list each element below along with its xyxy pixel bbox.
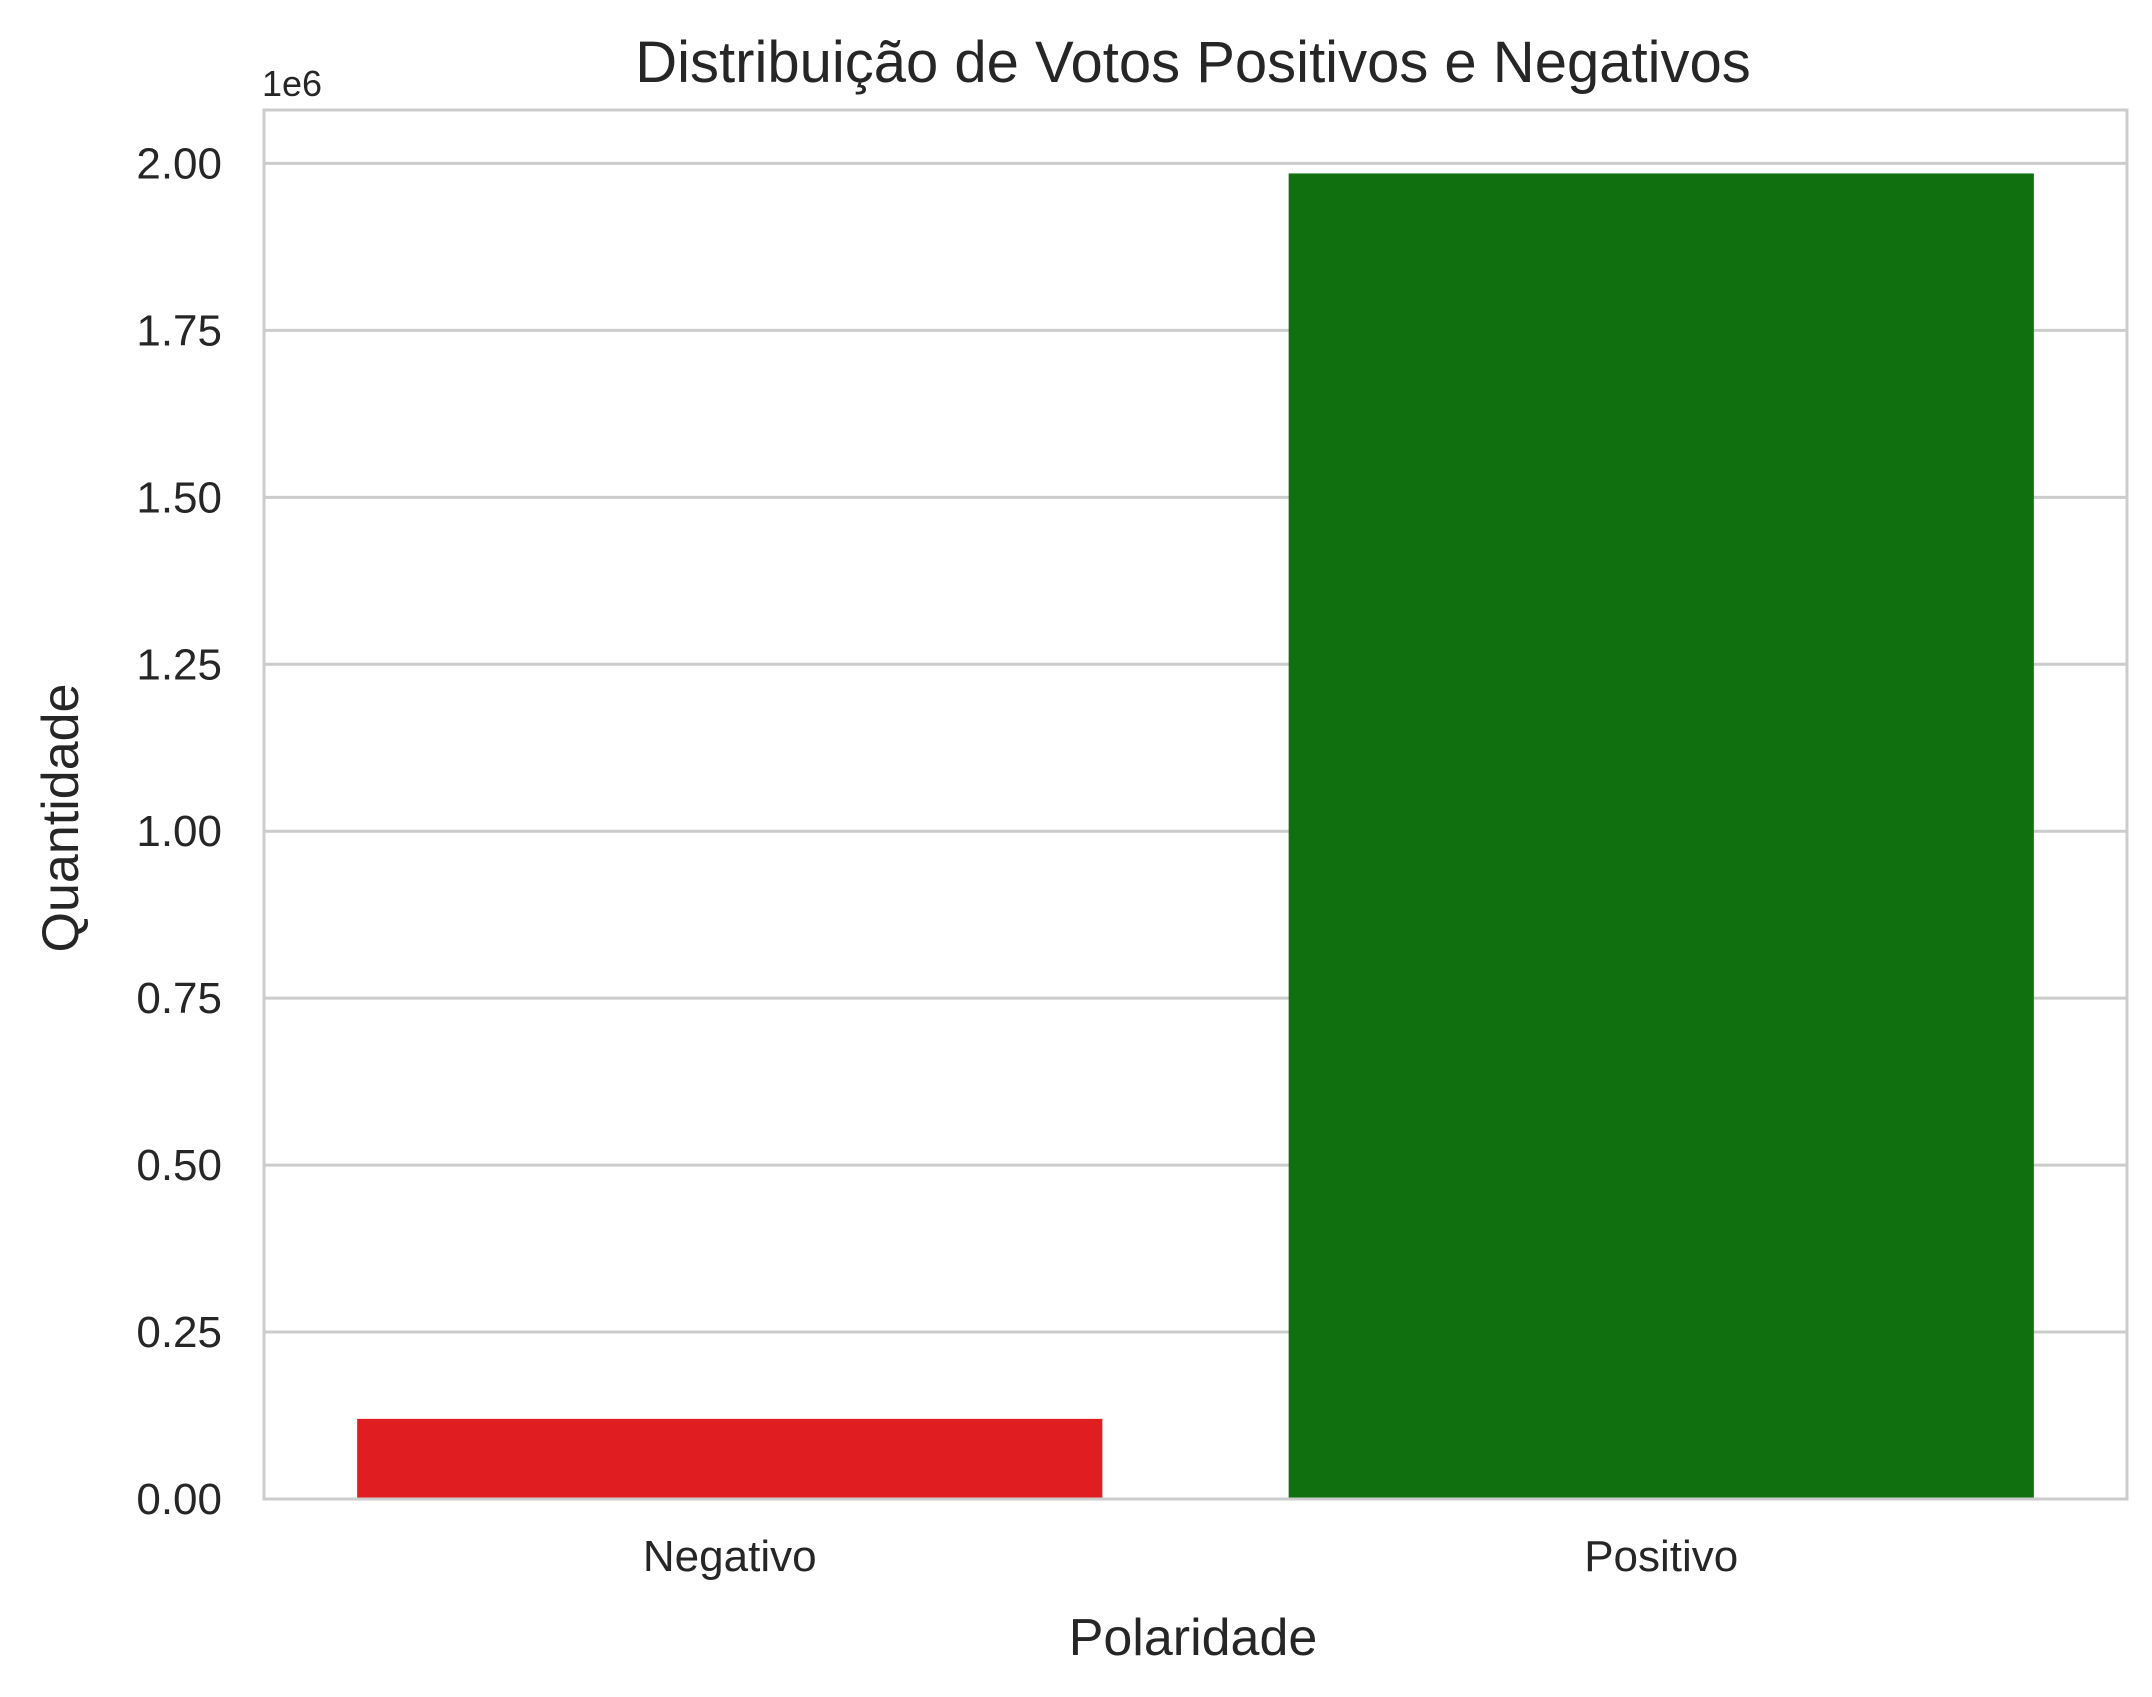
bars [357, 173, 2034, 1499]
chart-title: Distribuição de Votos Positivos e Negati… [635, 30, 1750, 95]
y-tick-label: 0.75 [136, 974, 222, 1023]
y-axis-offset-label: 1e6 [262, 63, 322, 104]
y-tick-label: 0.50 [136, 1141, 222, 1190]
bar-positivo [1288, 173, 2034, 1499]
x-tick-label: Negativo [643, 1532, 817, 1581]
bar-negativo [357, 1418, 1103, 1499]
y-tick-label: 1.00 [136, 807, 222, 856]
x-tick-label: Positivo [1584, 1532, 1738, 1581]
y-axis-label: Quantidade [32, 684, 90, 953]
y-tick-label: 1.25 [136, 640, 222, 689]
grid-lines [264, 161, 2127, 1501]
y-tick-label: 1.50 [136, 473, 222, 522]
y-tick-label: 0.25 [136, 1308, 222, 1357]
x-tick-labels: Negativo Positivo [643, 1532, 1738, 1581]
x-axis-label: Polaridade [1069, 1609, 1318, 1667]
y-tick-labels: 0.00 0.25 0.50 0.75 1.00 1.25 1.50 1.75 2.00 [136, 139, 222, 1524]
plot-frame [262, 108, 2129, 1501]
y-tick-label: 2.00 [136, 139, 222, 188]
y-tick-label: 1.75 [136, 306, 222, 355]
y-tick-label: 0.00 [136, 1475, 222, 1524]
